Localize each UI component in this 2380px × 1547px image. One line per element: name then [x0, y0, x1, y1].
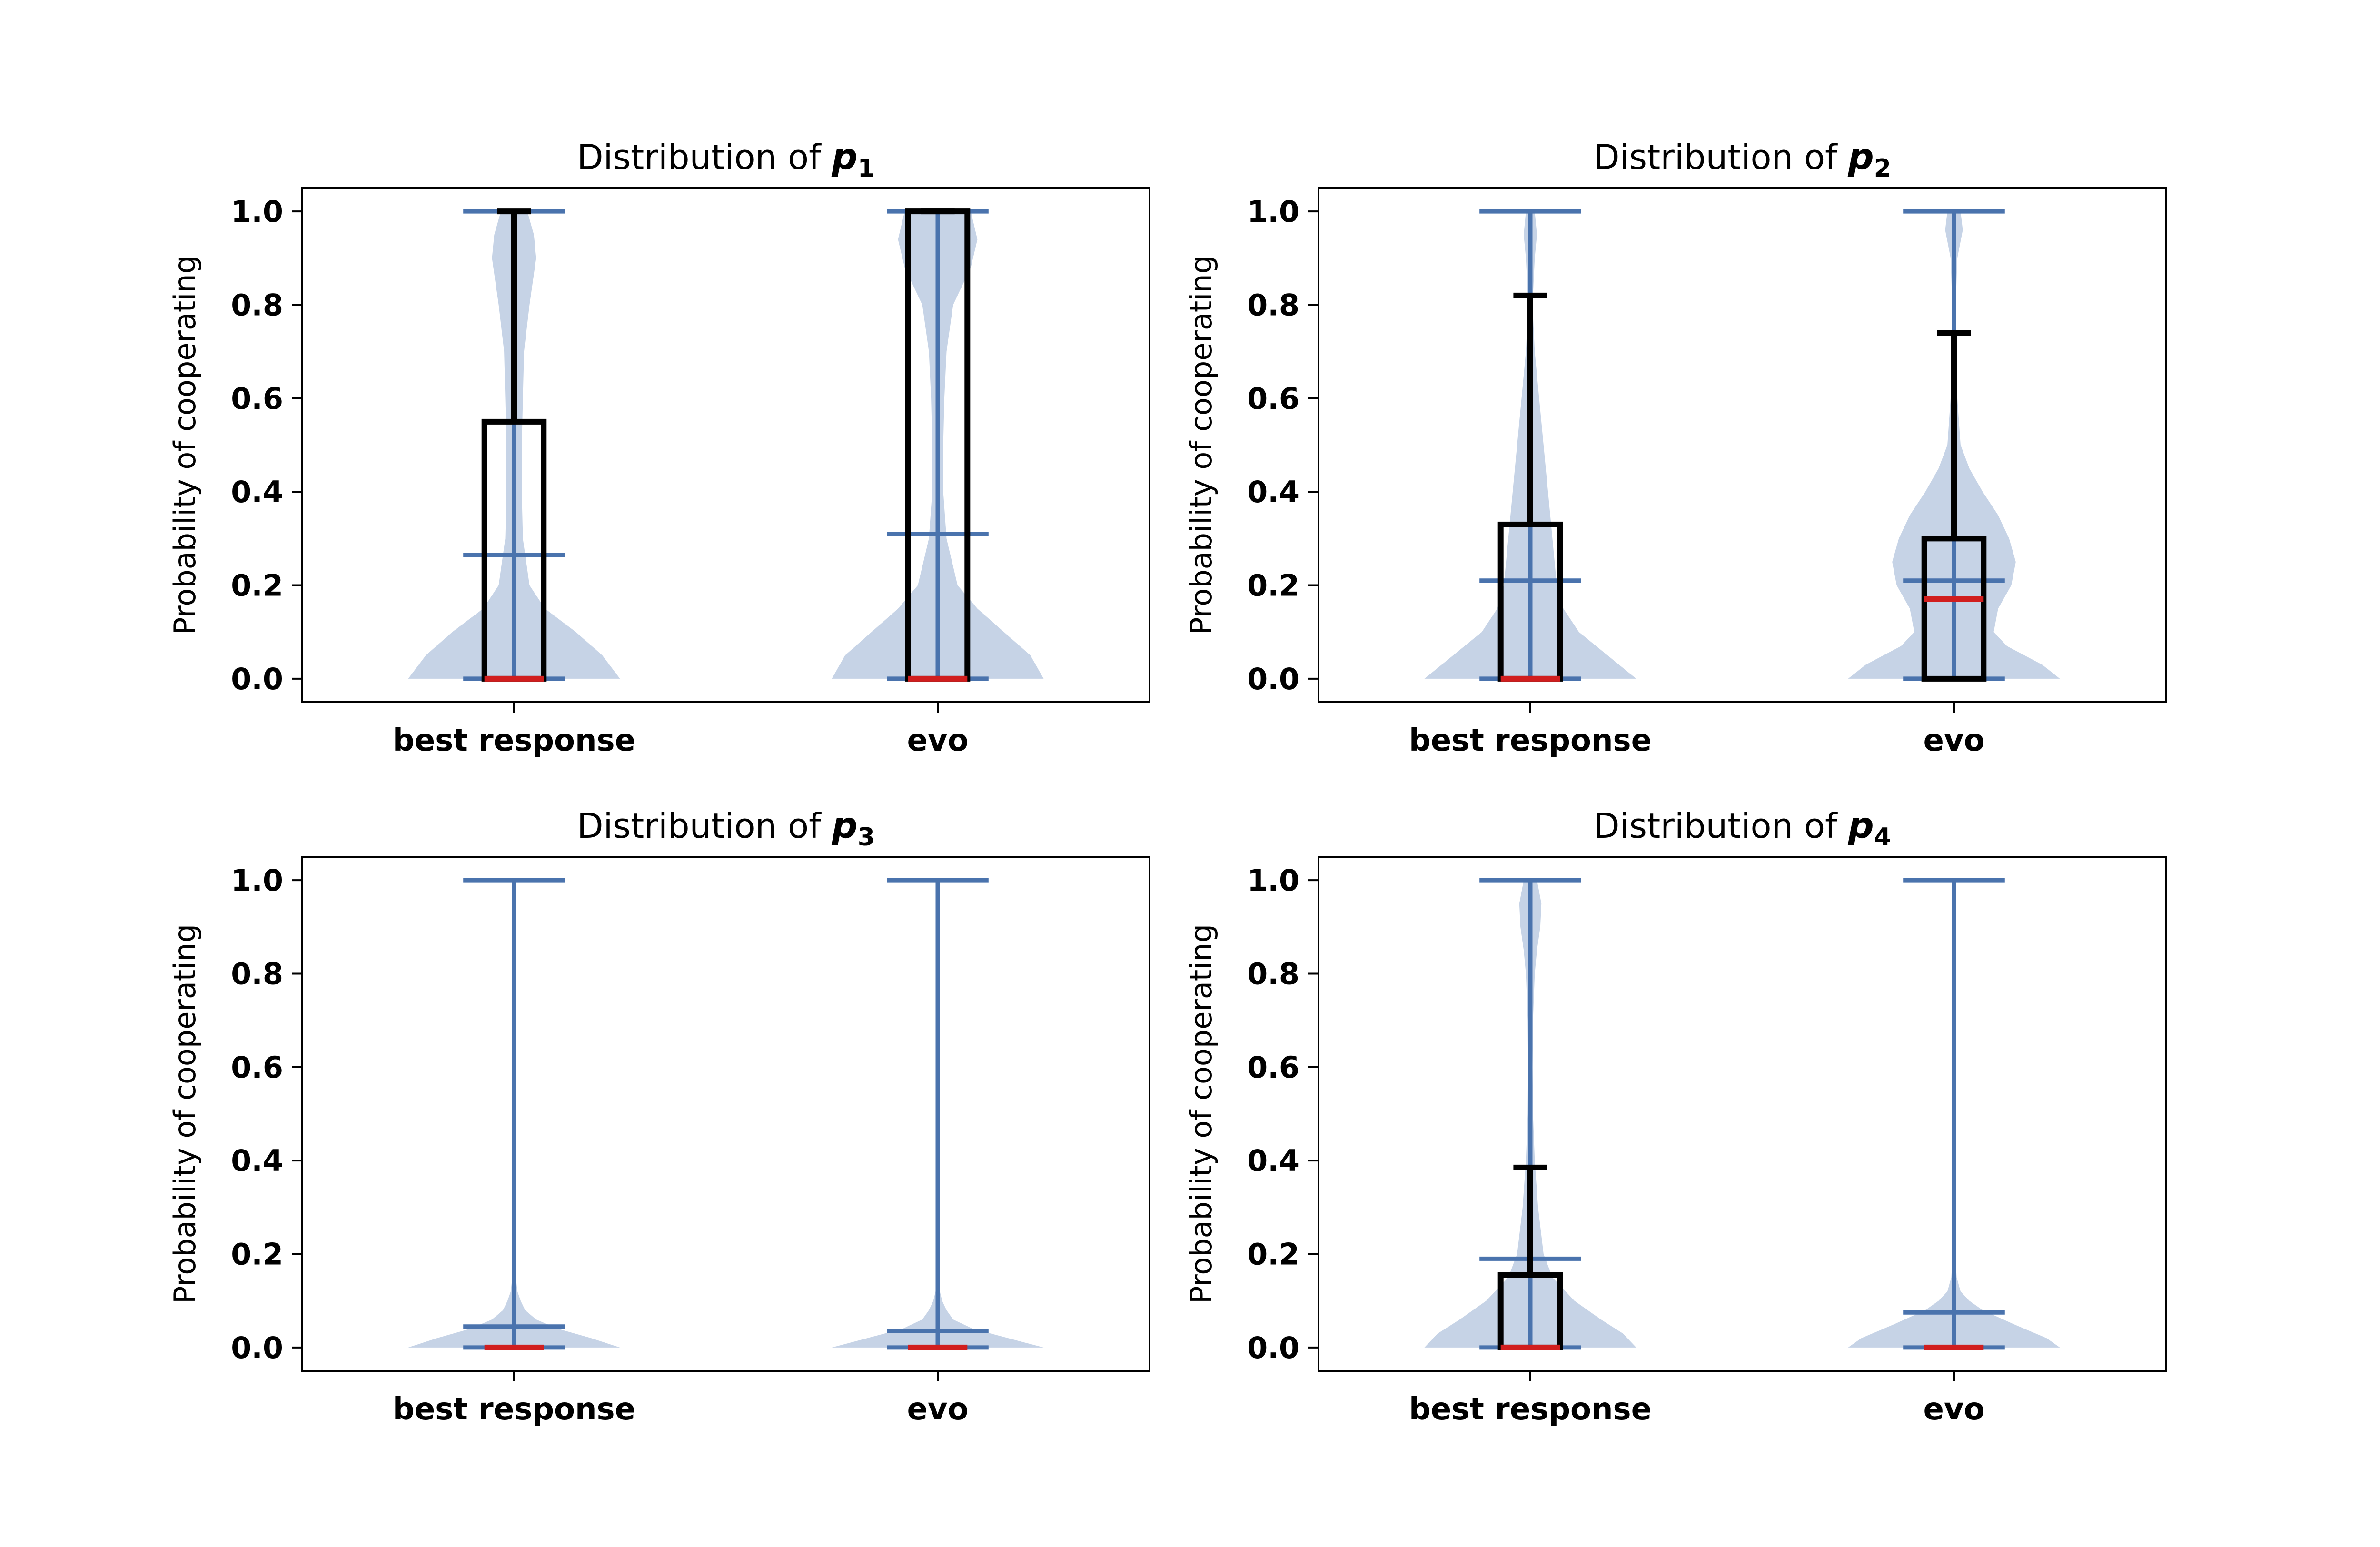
y-tick-label: 0.2	[1247, 568, 1299, 603]
y-tick-label: 0.0	[231, 662, 283, 696]
x-tick-label: evo	[907, 723, 968, 758]
y-tick-label: 0.0	[1247, 1330, 1299, 1365]
y-tick-label: 0.8	[231, 288, 283, 322]
y-tick-label: 1.0	[1247, 863, 1299, 898]
y-tick-label: 0.4	[231, 1143, 283, 1178]
y-tick-label: 0.4	[1247, 1143, 1299, 1178]
axes-frame	[301, 187, 1150, 703]
chart-title: Distribution of p1	[577, 135, 875, 183]
y-tick-label: 1.0	[231, 194, 283, 229]
y-tick-label: 0.8	[1247, 288, 1299, 322]
chart-panel-3: 0.0 0.2 0.4 0.6 0.8 1.0 best response evo Probab…	[168, 804, 1150, 1427]
x-tick-label: best response	[1409, 1392, 1652, 1427]
y-axis-label: Probability of cooperating	[1184, 924, 1219, 1304]
y-tick-label: 0.6	[231, 381, 283, 416]
y-tick-label: 0.6	[1247, 381, 1299, 416]
y-tick-label: 0.4	[231, 475, 283, 509]
y-tick-label: 0.8	[231, 956, 283, 991]
box-iqr	[1921, 536, 1987, 682]
y-tick-label: 1.0	[231, 863, 283, 898]
y-tick-label: 0.2	[231, 1237, 283, 1272]
y-axis-label: Probability of cooperating	[168, 924, 202, 1304]
x-tick-label: best response	[393, 723, 635, 758]
y-tick-label: 0.2	[1247, 1237, 1299, 1272]
axes-frame	[301, 856, 1150, 1372]
chart-title: Distribution of p4	[1593, 804, 1891, 852]
axes-frame	[1318, 187, 2167, 703]
chart-panel-4: 0.0 0.2 0.4 0.6 0.8 1.0 best response evo Probab…	[1184, 804, 2167, 1427]
y-tick-label: 0.0	[1247, 662, 1299, 696]
y-tick-label: 1.0	[1247, 194, 1299, 229]
y-tick-label: 0.2	[231, 568, 283, 603]
y-axis-label: Probability of cooperating	[168, 255, 202, 635]
x-tick-label: evo	[1923, 723, 1984, 758]
y-axis-label: Probability of cooperating	[1184, 255, 1219, 635]
y-tick-label: 0.6	[1247, 1050, 1299, 1085]
x-tick-label: evo	[1923, 1392, 1984, 1427]
chart-panel-2: 0.0 0.2 0.4 0.6 0.8 1.0 best response evo Probab…	[1184, 135, 2167, 758]
chart-title: Distribution of p3	[577, 804, 875, 852]
x-tick-label: evo	[907, 1392, 968, 1427]
y-tick-label: 0.6	[231, 1050, 283, 1085]
y-tick-label: 0.0	[231, 1330, 283, 1365]
x-tick-label: best response	[1409, 723, 1652, 758]
chart-title: Distribution of p2	[1593, 135, 1891, 183]
y-tick-label: 0.4	[1247, 475, 1299, 509]
x-tick-label: best response	[393, 1392, 635, 1427]
axes-frame	[1318, 856, 2167, 1372]
y-tick-label: 0.8	[1247, 956, 1299, 991]
chart-panel-1: 0.0 0.2 0.4 0.6 0.8 1.0 best response evo Probab…	[168, 135, 1150, 758]
